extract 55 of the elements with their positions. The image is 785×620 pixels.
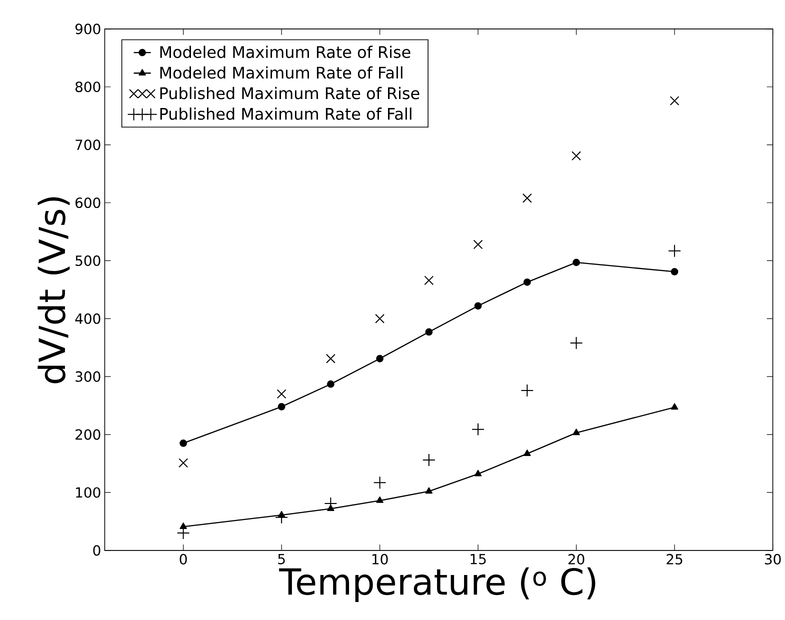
- point: [373, 476, 386, 489]
- legend-label: Published Maximum Rate of Rise: [160, 86, 420, 100]
- x-tick-label: 10: [372, 554, 388, 564]
- point: [522, 193, 532, 203]
- y-tick-label: 200: [76, 429, 100, 440]
- x-tick-label: 20: [568, 554, 584, 564]
- point: [572, 428, 580, 435]
- point: [670, 268, 678, 276]
- x-tick-label: 15: [470, 554, 486, 564]
- point: [326, 354, 336, 364]
- point: [570, 336, 583, 350]
- point: [180, 522, 187, 529]
- y-tick-label: 0: [93, 545, 100, 556]
- point: [326, 380, 334, 388]
- point: [474, 470, 482, 476]
- x-axis-title: Temperature ($^{o}$ C): [279, 567, 596, 602]
- point: [375, 314, 385, 324]
- x-tick-label: 0: [180, 554, 187, 564]
- point: [520, 384, 534, 397]
- y-tick-label: 800: [75, 81, 100, 92]
- x-tick-label: 25: [666, 554, 682, 564]
- point: [180, 439, 187, 447]
- point: [670, 403, 678, 410]
- point: [425, 487, 433, 494]
- point: [472, 422, 485, 436]
- y-tick-label: 300: [76, 371, 100, 382]
- legend-label: Published Maximum Rate of Fall: [160, 107, 412, 120]
- point: [278, 402, 286, 410]
- y-tick-label: 600: [76, 197, 100, 208]
- point: [275, 510, 288, 524]
- point: [276, 389, 286, 399]
- y-tick-label: 500: [76, 255, 100, 266]
- point: [523, 278, 531, 286]
- x-tick-label: 30: [764, 554, 781, 564]
- point: [425, 328, 433, 336]
- legend-label: Modeled Maximum Rate of Fall: [160, 66, 402, 79]
- point: [376, 496, 384, 503]
- x-tick-label: 5: [278, 554, 285, 564]
- y-tick-label: 900: [75, 24, 100, 34]
- point: [572, 150, 582, 160]
- y-tick-label: 700: [76, 139, 100, 150]
- y-tick-label: 100: [76, 487, 100, 498]
- y-tick-label: 400: [75, 313, 100, 324]
- y-axis-title: dV/dt (V/s): [38, 197, 70, 384]
- point: [670, 96, 680, 106]
- point: [376, 354, 384, 362]
- point: [473, 240, 483, 250]
- point: [474, 302, 482, 310]
- point: [422, 453, 436, 466]
- legend-label: Modeled Maximum Rate of Rise: [160, 46, 410, 58]
- point: [178, 458, 188, 468]
- point: [424, 276, 434, 286]
- point: [668, 244, 682, 258]
- point: [572, 258, 580, 266]
- point: [524, 449, 531, 456]
